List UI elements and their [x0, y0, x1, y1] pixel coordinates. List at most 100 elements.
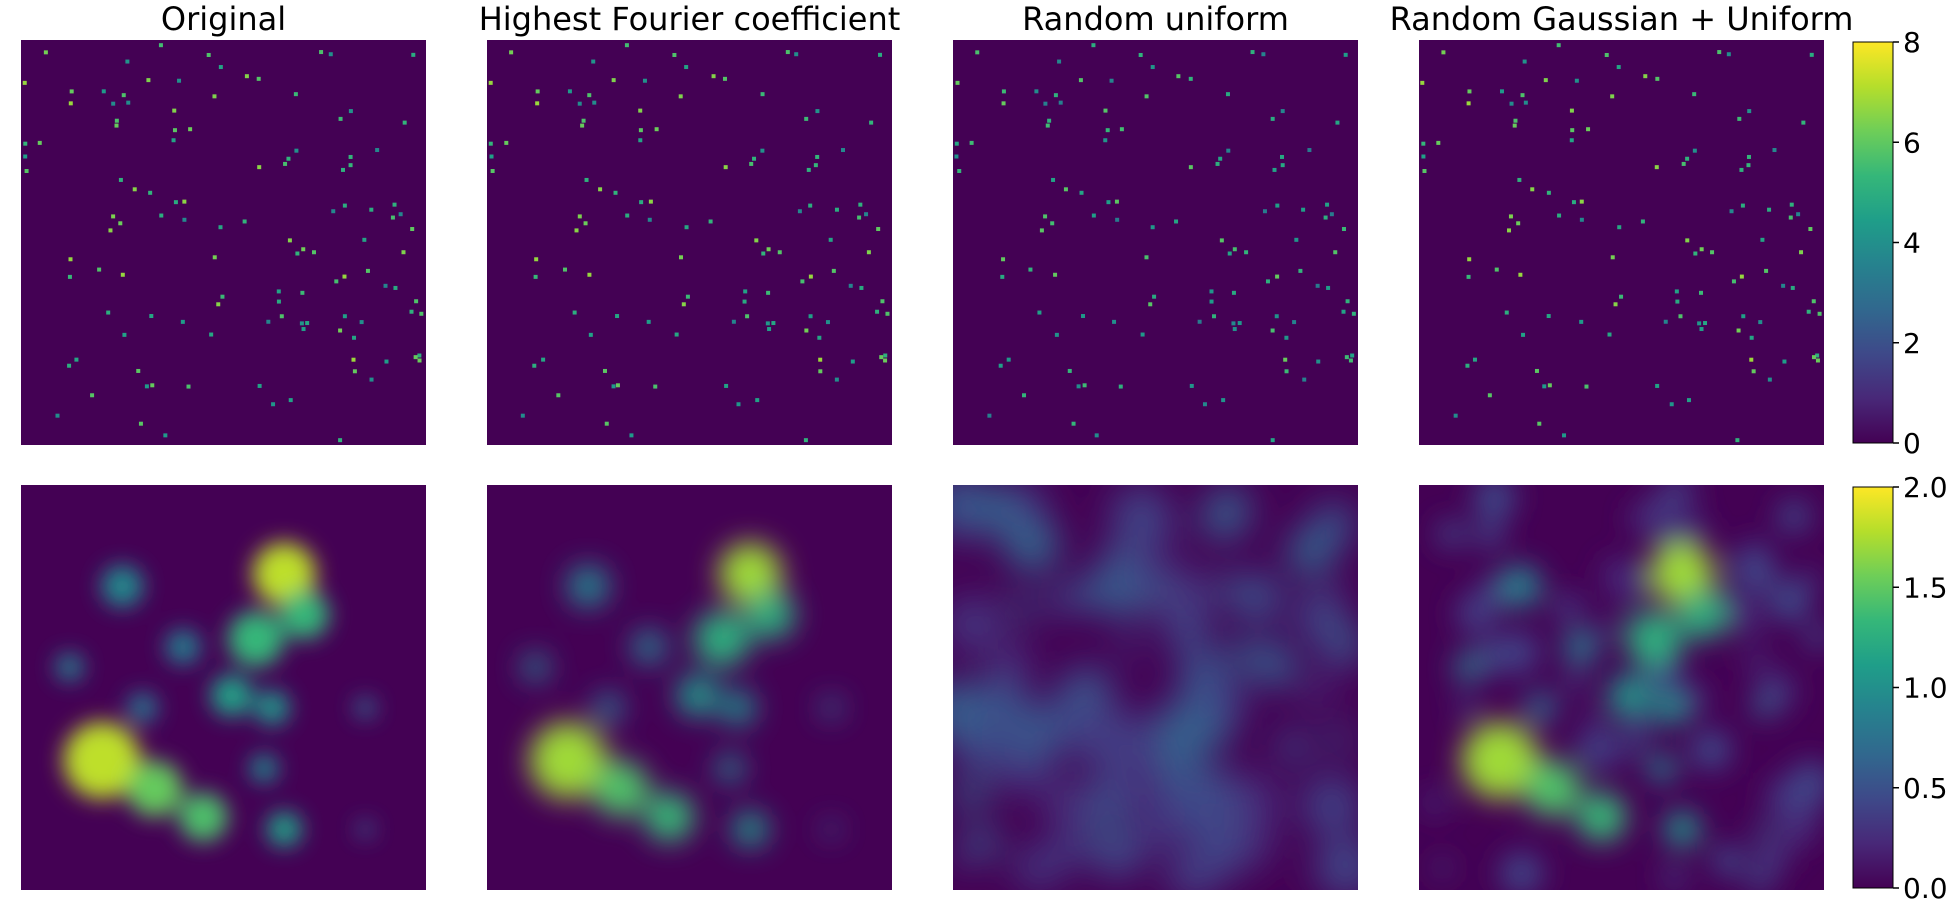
heatmap-cell [1710, 250, 1715, 255]
heatmap-cell [818, 357, 823, 362]
heatmap-cell [885, 311, 890, 316]
heatmap-cell [1562, 433, 1567, 438]
heatmap-cell [1616, 65, 1621, 70]
heatmap-blob [1648, 754, 1676, 783]
heatmap-blob [1332, 627, 1358, 660]
heatmap-cell [369, 377, 374, 382]
heatmap-cell [654, 127, 659, 132]
heatmap-cell [121, 93, 126, 98]
heatmap-cell [101, 89, 106, 94]
heatmap-blob [1753, 840, 1788, 875]
heatmap-cell [1335, 120, 1340, 125]
heatmap-cell [288, 398, 293, 403]
heatmap-cell [1699, 247, 1704, 252]
heatmap-blob [644, 792, 694, 842]
heatmap-blob [1303, 675, 1334, 706]
heatmap-blob [1789, 760, 1824, 805]
heatmap-cell [1685, 156, 1690, 161]
heatmap-cell [1542, 384, 1547, 389]
heatmap-cell [584, 177, 589, 182]
heatmap-cell [808, 203, 813, 208]
heatmap-cell [144, 384, 149, 389]
heatmap-cell [1699, 327, 1704, 332]
heatmap-cell [1275, 274, 1280, 279]
heatmap-blob [693, 610, 750, 667]
heatmap-cell [1071, 421, 1076, 426]
heatmap-cell [880, 299, 885, 304]
heatmap-cell [1221, 398, 1226, 403]
heatmap-cell [1081, 314, 1086, 319]
heatmap-cell [760, 92, 765, 97]
heatmap-cell [624, 43, 629, 48]
heatmap-cell [1209, 299, 1214, 304]
heatmap-blob [127, 692, 158, 724]
heatmap-cell [1316, 359, 1321, 364]
heatmap-cell [328, 52, 333, 57]
heatmap-cell [866, 250, 871, 255]
heatmap-cell [878, 52, 883, 57]
heatmap-cell [1148, 302, 1153, 307]
heatmap-blob [975, 624, 999, 648]
heatmap-cell [1283, 357, 1288, 362]
heatmap-cell [216, 302, 221, 307]
heatmap-cell [509, 50, 514, 55]
heatmap-cell [1699, 290, 1704, 295]
heatmap-blob [1778, 500, 1810, 533]
heatmap-cell [489, 154, 494, 159]
heatmap-cell [1232, 327, 1237, 332]
heatmap-cell [794, 52, 799, 57]
heatmap-cell [1517, 177, 1522, 182]
heatmap-blob [1625, 715, 1650, 740]
heatmap-cell [1509, 101, 1514, 106]
heatmap-blob [1433, 859, 1451, 877]
heatmap-cell [173, 200, 178, 205]
heatmap-panel-4: Random Gaussian + Uniform [1390, 0, 1854, 445]
heatmap-blob [1524, 760, 1581, 817]
heatmap-blob [1068, 704, 1130, 767]
panel-title: Random Gaussian + Uniform [1390, 0, 1854, 38]
heatmap-cell [138, 421, 143, 426]
heatmap-cell [206, 52, 211, 57]
heatmap-cell [1808, 227, 1813, 232]
heatmap-blob [1564, 670, 1586, 692]
heatmap-cell [294, 148, 299, 153]
heatmap-cell [1610, 255, 1615, 260]
heatmap-blob [1499, 565, 1542, 608]
heatmap-cell [352, 335, 357, 340]
colorbar-tick-label: 1.5 [1903, 571, 1948, 604]
heatmap-cell [348, 109, 353, 114]
heatmap-blob [1153, 567, 1215, 630]
heatmap-cell [1034, 89, 1039, 94]
heatmap-blob [1045, 589, 1071, 615]
heatmap-cell [419, 311, 424, 316]
heatmap-cell [954, 154, 959, 159]
heatmap-cell [159, 213, 164, 218]
heatmap-blob [1011, 499, 1044, 532]
heatmap-cell [828, 237, 833, 242]
heatmap-cell [1815, 358, 1820, 363]
panel-title: Highest Fourier coefficient [479, 0, 901, 38]
heatmap-cell [1717, 50, 1722, 55]
heatmap-cell [1047, 118, 1052, 123]
colorbar-tick-label: 8 [1903, 26, 1921, 59]
heatmap-cell [604, 421, 609, 426]
heatmap-blob [968, 826, 999, 857]
heatmap-cell [1790, 285, 1795, 290]
heatmap-cell [114, 123, 119, 128]
heatmap-blob [746, 590, 795, 640]
heatmap-cell [126, 100, 131, 105]
heatmap-blob [592, 760, 649, 817]
heatmap-cell [1692, 92, 1697, 97]
heatmap-cell [1028, 267, 1033, 272]
heatmap-cell [864, 212, 869, 217]
heatmap-cell [556, 393, 561, 398]
heatmap-cell [1051, 177, 1056, 182]
heatmap-cell [1569, 138, 1574, 143]
heatmap-cell [1767, 377, 1772, 382]
heatmap-blob [1232, 573, 1282, 623]
heatmap-cell [1584, 384, 1589, 389]
heatmap-blob [1278, 731, 1309, 762]
heatmap-cell [171, 138, 176, 143]
heatmap-cell [300, 290, 305, 295]
heatmap-cell [1788, 215, 1793, 220]
